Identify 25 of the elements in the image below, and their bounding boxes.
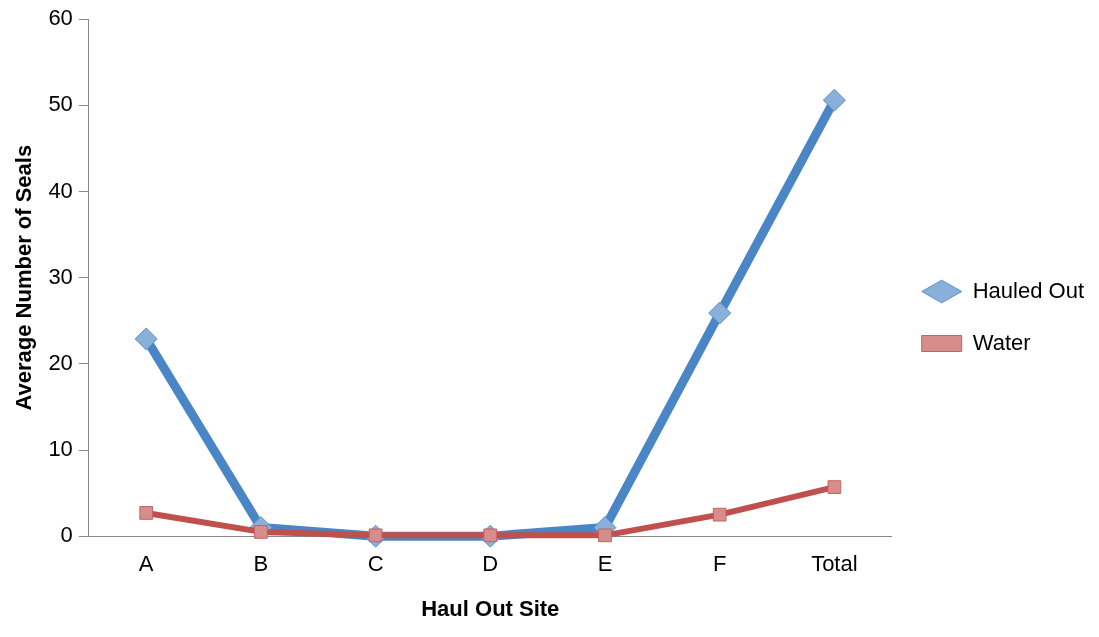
point (712, 507, 727, 522)
x-axis-title: Haul Out Site (421, 595, 560, 621)
point (139, 506, 154, 520)
x-tick-label: E (597, 551, 613, 577)
x-tick-label: F (712, 551, 727, 577)
x-tick-label: B (253, 551, 269, 577)
y-tick-label: 50 (48, 91, 73, 117)
y-tick-label: 30 (48, 263, 73, 289)
point (598, 528, 612, 543)
legend-label: Water (972, 329, 1031, 355)
x-tick-label: C (367, 551, 384, 577)
y-tick-label: 10 (48, 436, 73, 462)
point (827, 480, 842, 494)
legend-label: Hauled Out (972, 277, 1085, 303)
point (134, 327, 158, 351)
x-tick-label: Total (811, 551, 858, 577)
x-tick-label: D (482, 551, 499, 577)
y-tick-label: 0 (60, 522, 73, 548)
y-tick-label: 20 (48, 349, 73, 375)
x-tick-label: A (138, 551, 154, 577)
point (708, 301, 732, 325)
y-tick-label: 40 (48, 177, 73, 203)
y-tick-label: 60 (48, 5, 73, 31)
y-axis-title: Average Number of Seals (11, 144, 37, 411)
point (822, 88, 846, 112)
